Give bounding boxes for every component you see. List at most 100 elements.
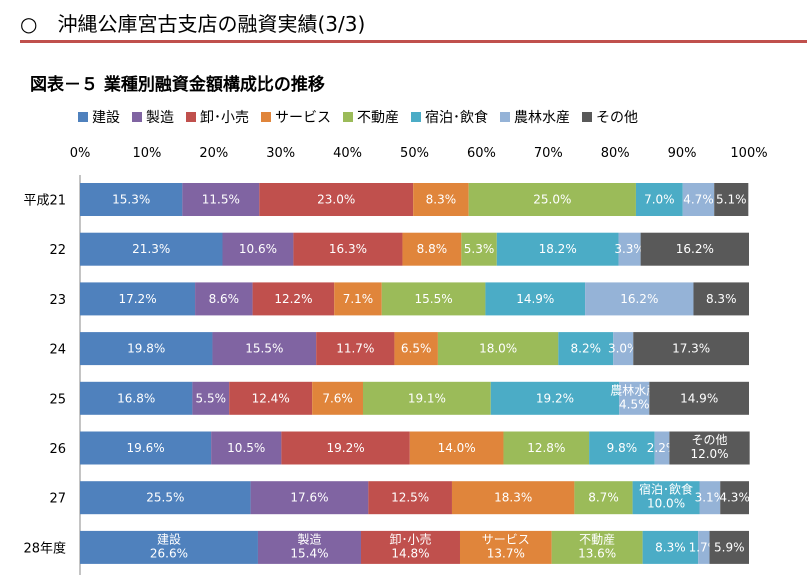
bar-segment	[574, 481, 633, 515]
bar-segment	[257, 530, 361, 564]
bar-segment	[293, 232, 403, 266]
bar-segment	[80, 530, 258, 564]
bar-segment	[503, 431, 590, 465]
bar-segment	[80, 183, 183, 216]
x-tick-label: 20%	[199, 146, 228, 161]
bar-segment	[589, 431, 655, 465]
data-label: 11.7%	[336, 342, 374, 356]
title-divider	[20, 40, 807, 43]
data-label: 製造 15.4%	[290, 532, 328, 560]
legend-item: 卸･小売	[186, 107, 249, 127]
x-tick-label: 40%	[333, 146, 362, 161]
legend-swatch	[132, 112, 142, 122]
data-label: 19.6%	[126, 441, 164, 455]
data-label: サービス 13.7%	[482, 532, 530, 560]
legend-label: 農林水産	[514, 110, 570, 126]
data-label: 15.3%	[112, 193, 150, 207]
data-label: 18.2%	[539, 242, 577, 256]
bar-segment	[642, 530, 699, 564]
bar-segment	[635, 183, 683, 216]
data-label: 不動産 13.6%	[578, 531, 616, 560]
bar-segment	[698, 530, 710, 564]
bar-segment	[80, 481, 251, 515]
legend-swatch	[261, 112, 271, 122]
x-tick-label: 50%	[400, 146, 429, 161]
x-tick-label: 0%	[70, 146, 91, 161]
data-label: 建設 26.6%	[150, 531, 188, 560]
bar-segment	[80, 431, 212, 465]
x-tick-label: 60%	[467, 146, 496, 161]
bar-segment	[80, 332, 213, 366]
bar-segment	[360, 530, 460, 564]
bar-segment	[640, 232, 749, 266]
x-tick-label: 100%	[730, 146, 767, 161]
bar-segment	[699, 481, 721, 515]
x-tick-label: 80%	[601, 146, 630, 161]
bar-segment	[669, 431, 750, 465]
data-label: 14.9%	[516, 292, 554, 306]
data-label: 12.4%	[252, 391, 290, 405]
data-label: 3.1%	[695, 491, 726, 505]
category-label: 26	[49, 442, 66, 457]
legend-label: 建設	[92, 110, 120, 126]
data-label: 15.5%	[415, 292, 453, 306]
category-label: 28年度	[23, 540, 66, 556]
data-label: 15.5%	[245, 342, 283, 356]
legend-item: 宿泊･飲食	[411, 107, 488, 127]
legend-item: 不動産	[343, 107, 399, 127]
x-tick-label: 10%	[132, 146, 161, 161]
data-label: 14.0%	[438, 441, 476, 455]
category-label: 25	[49, 392, 66, 407]
bar-segment	[80, 381, 193, 415]
data-label: 6.5%	[401, 342, 432, 356]
data-label: 23.0%	[317, 193, 355, 207]
data-label: 8.8%	[417, 242, 448, 256]
bar-segment	[281, 431, 410, 465]
legend-swatch	[411, 112, 421, 122]
x-tick-label: 90%	[668, 146, 697, 161]
bar-segment	[252, 282, 335, 316]
legend-label: サービス	[275, 110, 331, 126]
data-label: 19.2%	[327, 441, 365, 455]
legend-label: 製造	[146, 110, 174, 126]
x-tick-label: 70%	[534, 146, 563, 161]
data-label: 12.5%	[391, 491, 429, 505]
legend-swatch	[500, 112, 510, 122]
category-label: 24	[49, 343, 66, 358]
bar-segment	[334, 282, 382, 316]
data-label: 19.1%	[408, 391, 446, 405]
bar-segment	[632, 481, 700, 515]
legend-swatch	[343, 112, 353, 122]
bar-segment	[468, 183, 636, 216]
page-title: ○ 沖縄公庫宮古支店の融資実績(3/3)	[20, 12, 366, 36]
data-label: 5.5%	[196, 391, 227, 405]
bar-segment	[402, 232, 462, 266]
bar-segment	[451, 481, 575, 515]
data-label: 10.6%	[239, 242, 277, 256]
data-label: 9.8%	[607, 441, 638, 455]
data-label: 12.2%	[274, 292, 312, 306]
bar-segment	[192, 381, 230, 415]
legend-swatch	[582, 112, 592, 122]
bar-segment	[709, 530, 749, 564]
data-label: 5.3%	[464, 242, 495, 256]
bar-segment	[212, 332, 317, 366]
data-label: 25.0%	[533, 193, 571, 207]
bar-segment	[381, 282, 486, 316]
bar-segment	[461, 232, 497, 266]
bar-segment	[413, 183, 469, 216]
bar-segment	[211, 431, 282, 465]
data-label: 5.9%	[714, 540, 745, 554]
data-label: 16.8%	[117, 391, 155, 405]
data-label: 17.2%	[118, 292, 156, 306]
bar-segment	[649, 381, 749, 415]
data-label: 7.0%	[644, 193, 675, 207]
data-label: 3.3%	[614, 242, 645, 256]
bar-segment	[585, 282, 694, 316]
category-label: 22	[49, 243, 66, 258]
legend-item: その他	[582, 107, 638, 127]
legend-label: 不動産	[357, 110, 399, 126]
data-label: 5.1%	[716, 193, 747, 207]
bar-segment	[714, 183, 749, 216]
bar-segment	[182, 183, 260, 216]
